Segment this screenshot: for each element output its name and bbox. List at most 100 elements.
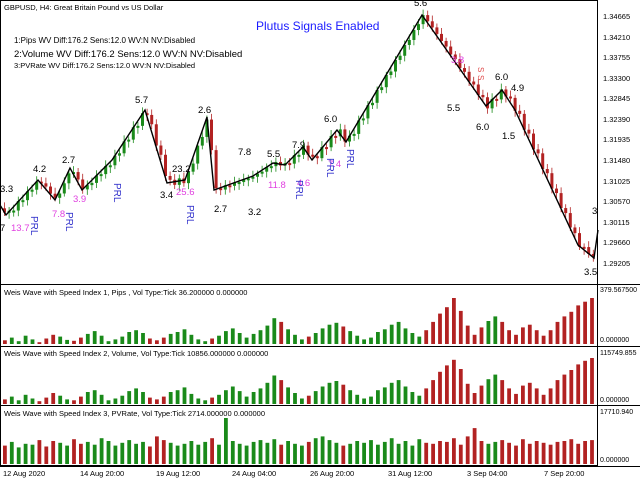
time-tick-label: 31 Aug 12:00 — [388, 469, 432, 478]
candle — [265, 167, 269, 172]
volume-bar — [85, 333, 90, 344]
candle — [315, 156, 319, 159]
volume-bar — [272, 318, 277, 344]
volume-bar — [244, 445, 249, 464]
volume-bar — [479, 441, 484, 464]
volume-bar — [30, 398, 35, 404]
time-tick-label: 3 Sep 04:00 — [467, 469, 507, 478]
wave-label: 4.9 — [511, 83, 524, 94]
volume-bar — [438, 313, 442, 344]
volume-bar — [85, 392, 90, 404]
candle — [426, 15, 430, 22]
price-tick-label: 1.29660 — [603, 238, 630, 247]
volume-bar — [458, 369, 463, 404]
volume-bar — [355, 335, 360, 344]
candle — [292, 155, 296, 164]
candle — [325, 147, 328, 150]
candle — [348, 135, 351, 142]
volume-bar — [120, 395, 125, 404]
volume-bar — [562, 441, 567, 464]
volume-bar — [348, 390, 353, 404]
price-tick-label: 1.34665 — [603, 12, 630, 21]
volume-bar — [141, 441, 145, 464]
wave-label: 5.7 — [135, 95, 148, 106]
time-tick-label: 24 Aug 04:00 — [232, 469, 276, 478]
volume-bar — [403, 328, 408, 344]
volume-bar — [30, 339, 35, 344]
candle — [407, 39, 411, 45]
volume-bar — [300, 445, 304, 464]
volume-bar — [237, 391, 242, 404]
speed-label: 7.8 — [52, 209, 65, 220]
time-axis[interactable]: 12 Aug 2020 14 Aug 20:00 19 Aug 12:00 24… — [3, 469, 584, 478]
volume-bar — [16, 400, 21, 404]
volume-bar — [534, 330, 539, 344]
volume-bar — [410, 392, 415, 404]
volume-bar — [251, 333, 256, 344]
volume-bar — [555, 380, 560, 404]
volume-bar — [3, 445, 7, 464]
volume-bar — [583, 441, 587, 464]
volume-bar — [320, 436, 325, 464]
volume-bar — [376, 444, 380, 464]
weis-wave-panel-volume[interactable]: Weis Wave with Speed Index 2, Volume, Vo… — [3, 349, 637, 404]
volume-bar — [106, 441, 111, 464]
candle — [256, 173, 259, 177]
volume-bar — [486, 321, 491, 344]
candle — [214, 150, 218, 189]
volume-bar — [396, 443, 401, 464]
candle — [164, 154, 167, 177]
volume-bar — [555, 321, 560, 344]
volume-bar — [521, 385, 525, 404]
candle — [67, 173, 71, 184]
volume-bar — [445, 441, 449, 464]
prl-label: PRL — [111, 183, 122, 203]
volume-bar — [355, 441, 360, 464]
volume-bar — [244, 337, 249, 344]
candle — [504, 89, 508, 97]
volume-bar — [590, 358, 594, 404]
candle — [334, 135, 338, 138]
candle — [568, 213, 572, 228]
volume-bar — [58, 442, 63, 464]
volume-bar — [265, 382, 270, 404]
volume-bar — [320, 386, 325, 404]
candle — [490, 98, 494, 109]
volume-bar — [279, 444, 284, 464]
volume-bar — [479, 385, 484, 404]
volume-bar — [410, 445, 415, 464]
candle — [481, 94, 485, 98]
weis-wave-panel-pips[interactable]: Weis Wave with Speed Index 1, Pips , Vol… — [3, 287, 637, 344]
candle — [320, 147, 324, 159]
volume-bar — [424, 442, 429, 464]
volume-bar — [396, 321, 401, 344]
speed-label: 11.8 — [268, 180, 286, 191]
volume-bar — [134, 330, 138, 344]
candle — [384, 74, 388, 88]
candle — [545, 169, 549, 174]
volume-bar — [258, 330, 263, 344]
time-tick-label: 26 Aug 20:00 — [310, 469, 354, 478]
volume-bar — [168, 442, 173, 464]
price-axis[interactable]: 1.34665 1.34210 1.33755 1.33300 1.32845 … — [603, 12, 630, 268]
volume-bar — [562, 374, 567, 404]
candle — [486, 97, 489, 109]
weis-wave-panel-pvrate[interactable]: Weis Wave with Speed Index 3, PVRate, Vo… — [3, 409, 633, 464]
volume-bar — [527, 382, 532, 404]
volume-bar — [313, 391, 318, 404]
wave-label: 2.7 — [214, 204, 227, 215]
volume-bar — [507, 442, 511, 464]
volume-bar — [576, 305, 581, 344]
candle — [136, 125, 140, 128]
sell-signal-marks: S S — [476, 67, 485, 80]
prl-label: PRL — [324, 158, 335, 178]
candle — [159, 145, 163, 155]
volume-bar — [161, 337, 166, 344]
volume-bars — [3, 298, 594, 344]
candle — [16, 201, 20, 211]
candle — [30, 189, 34, 192]
candle — [550, 173, 554, 189]
wave-label: 3.4 — [160, 190, 173, 201]
volume-bar — [3, 340, 7, 344]
